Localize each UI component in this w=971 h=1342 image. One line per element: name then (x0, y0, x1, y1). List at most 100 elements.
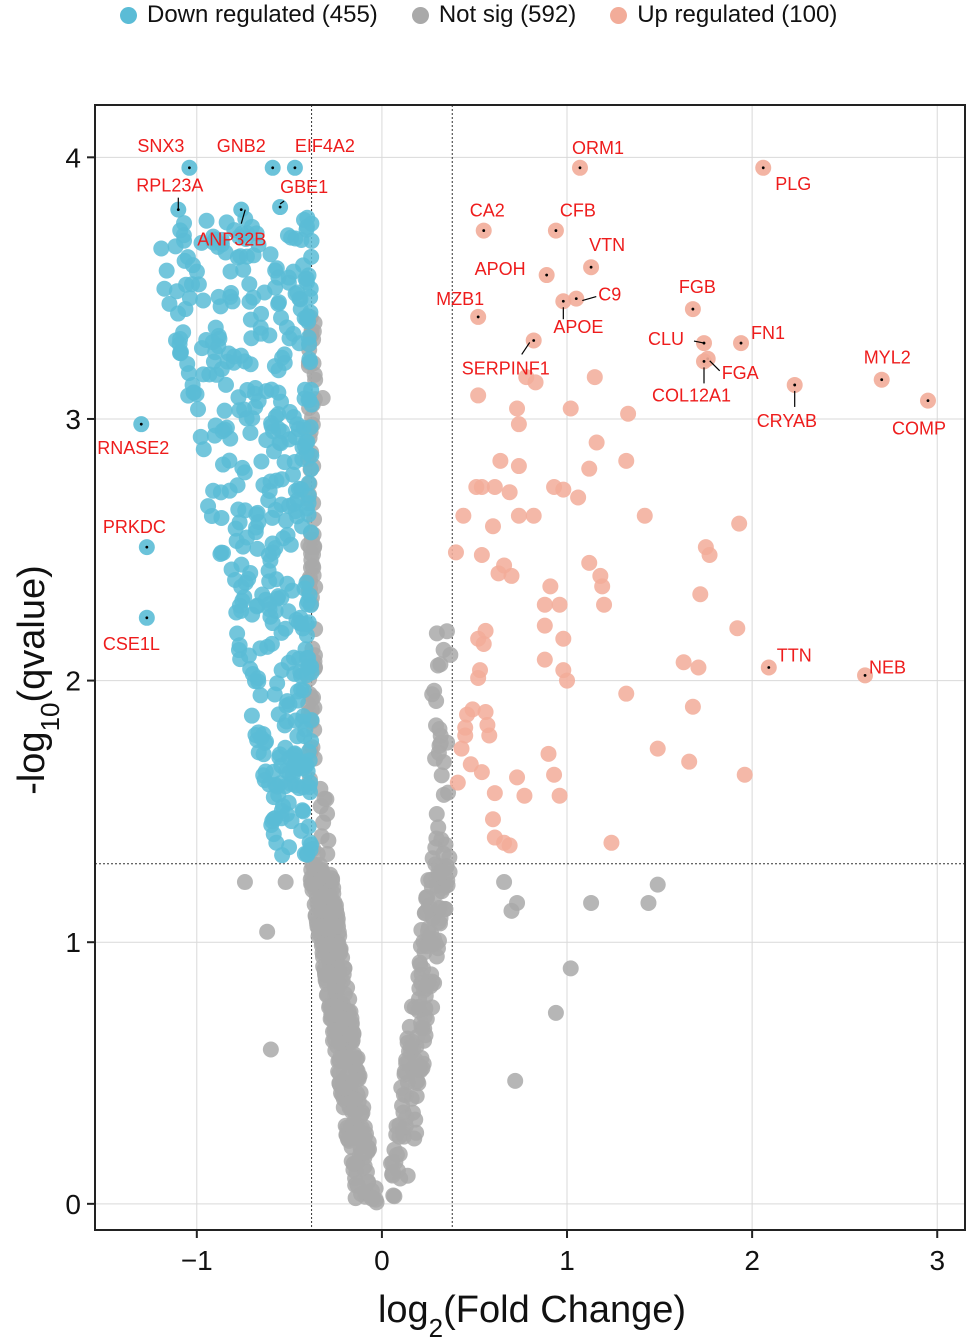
legend-swatch-notsig (411, 6, 429, 24)
down-point (302, 304, 319, 321)
up-point (473, 764, 490, 781)
down-point (259, 638, 276, 655)
down-point (158, 262, 175, 279)
notsig-point (640, 894, 657, 911)
up-point (477, 622, 494, 639)
down-point (200, 498, 217, 515)
gene-labels: SNX3 GNB2 EIF4A2 RPL23A GBE1 ANP32B RNASE2 PRKD… (97, 136, 946, 678)
up-point (510, 507, 527, 524)
down-point (228, 604, 245, 621)
down-point (293, 822, 310, 839)
gene-label-anp32b: ANP32B (197, 230, 266, 250)
labeled-point-marker (545, 273, 549, 277)
notsig-point (262, 1041, 279, 1058)
labeled-point-marker (532, 339, 536, 342)
labeled-point-marker (793, 383, 797, 387)
gene-label-ttn: TTN (777, 646, 812, 666)
up-point (692, 586, 709, 603)
down-point (235, 261, 252, 278)
up-point (475, 635, 492, 652)
notsig-point (312, 917, 329, 934)
down-point (283, 229, 300, 246)
up-point (473, 547, 490, 563)
down-point (295, 803, 312, 820)
notsig-point (395, 1086, 412, 1103)
down-point (249, 540, 266, 557)
y-tick-label: 3 (65, 404, 81, 435)
legend-label-notsig: Not sig (592) (438, 1, 577, 28)
up-point (464, 701, 481, 718)
notsig-point (327, 967, 344, 984)
down-point (172, 331, 189, 348)
notsig-point (389, 1162, 406, 1179)
down-point (258, 383, 275, 400)
legend-item-up[interactable]: Up regulated (100) (610, 1, 837, 29)
down-point (263, 415, 280, 432)
down-point (222, 288, 239, 305)
up-point (484, 811, 501, 828)
y-axis-title: -log10(qvalue) (11, 565, 65, 795)
up-point (551, 596, 568, 613)
notsig-point (413, 975, 430, 992)
notsig-point (342, 1026, 359, 1043)
x-tick-label: 2 (744, 1245, 760, 1276)
labeled-point-marker (482, 229, 486, 232)
label-connector (279, 200, 285, 205)
down-point (268, 472, 285, 489)
down-point (294, 518, 311, 535)
gene-label-rpl23a: RPL23A (136, 176, 203, 196)
up-point (636, 507, 653, 524)
down-point (286, 748, 303, 765)
up-point (503, 567, 520, 584)
down-point (230, 389, 247, 406)
up-point (449, 774, 466, 791)
down-point (175, 227, 192, 244)
down-point (213, 509, 230, 526)
down-point (170, 305, 187, 322)
notsig-point (327, 897, 344, 914)
down-point (273, 589, 290, 606)
legend-label-up: Up regulated (100) (637, 1, 838, 28)
down-point (276, 346, 293, 363)
down-point (214, 423, 231, 440)
up-point (455, 507, 472, 524)
gene-label-orm1: ORM1 (572, 138, 624, 158)
up-point (453, 740, 470, 757)
down-point (241, 276, 258, 293)
legend-item-notsig[interactable]: Not sig (592) (411, 1, 577, 29)
notsig-point (415, 960, 432, 977)
down-point (247, 399, 264, 416)
data-points (133, 159, 936, 1211)
labeled-point-marker (574, 297, 578, 301)
notsig-point (547, 1004, 564, 1021)
up-point (562, 400, 579, 417)
down-point (286, 453, 303, 470)
down-point (156, 280, 173, 297)
legend-swatch-down (120, 6, 137, 24)
up-point (536, 651, 553, 668)
labeled-point-marker (476, 315, 480, 319)
labeled-point-marker (691, 307, 695, 311)
legend-item-down[interactable]: Down regulated (455) (120, 1, 378, 29)
gene-label-gnb2: GNB2 (217, 136, 266, 156)
up-point (618, 685, 635, 702)
up-point (457, 727, 474, 744)
notsig-point (432, 656, 449, 673)
x-tick-label: 1 (559, 1245, 575, 1276)
down-point (236, 464, 253, 481)
down-point (302, 597, 319, 614)
up-point (555, 481, 572, 498)
down-point (193, 234, 210, 251)
down-point (298, 574, 315, 591)
down-point (231, 402, 248, 419)
up-point (731, 515, 748, 532)
down-point (277, 512, 294, 529)
notsig-point (314, 902, 331, 919)
down-point (153, 240, 170, 257)
gene-label-prkdc: PRKDC (103, 517, 166, 537)
y-tick-label: 2 (65, 666, 81, 697)
up-point (470, 387, 487, 404)
down-point (273, 810, 290, 827)
down-point (179, 355, 196, 372)
up-point (486, 785, 503, 802)
